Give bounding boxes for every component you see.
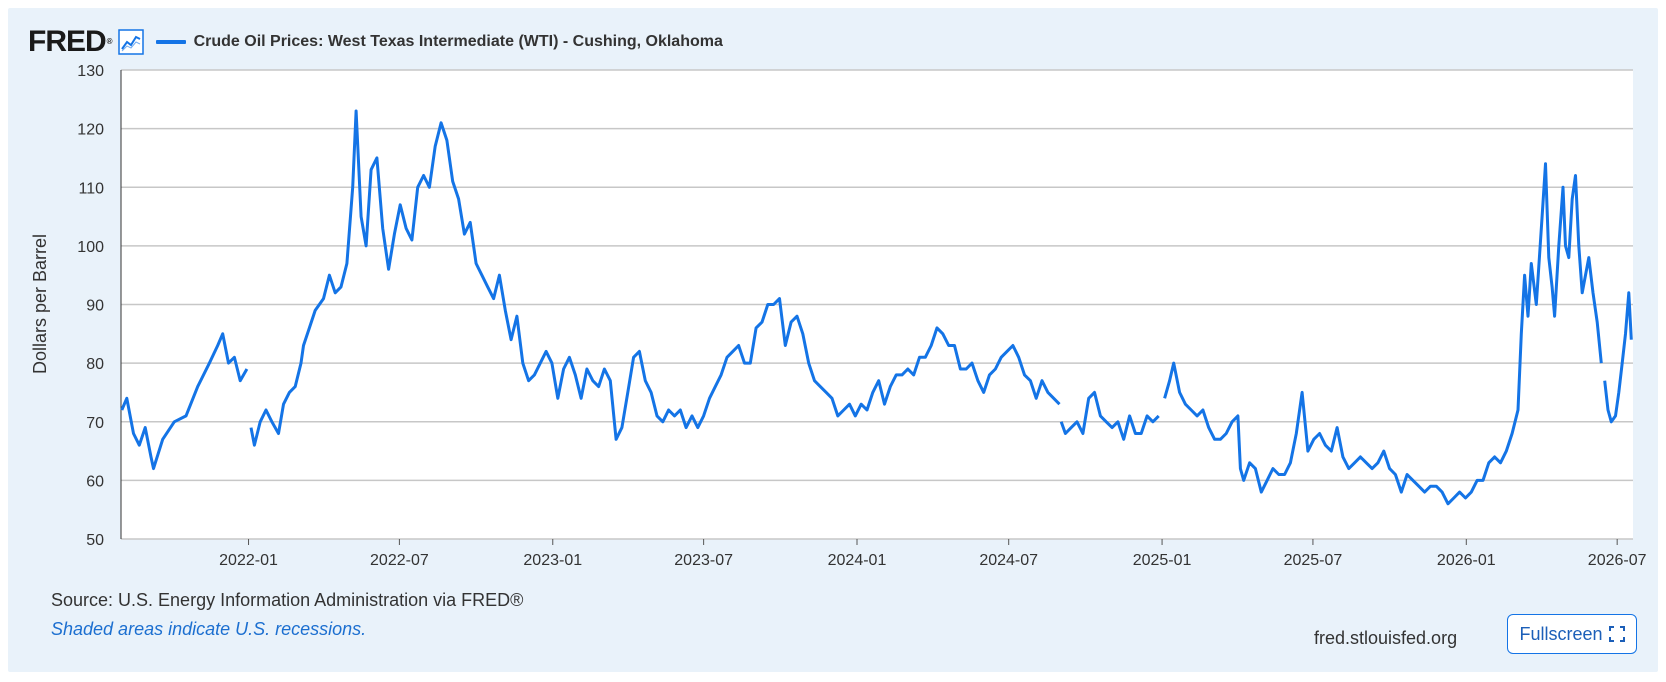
x-tick-label: 2022-01 bbox=[219, 552, 278, 569]
y-tick-label: 50 bbox=[86, 532, 104, 549]
y-tick-label: 130 bbox=[77, 63, 104, 80]
source-note: Source: U.S. Energy Information Administ… bbox=[51, 590, 524, 610]
gridlines bbox=[121, 69, 1633, 540]
x-tick-label: 2025-07 bbox=[1284, 552, 1343, 569]
y-tick-label: 80 bbox=[86, 356, 104, 373]
fred-logo[interactable]: FRED® bbox=[28, 25, 113, 58]
y-tick-label: 120 bbox=[77, 122, 104, 139]
y-tick-label: 100 bbox=[77, 239, 104, 256]
site-url: fred.stlouisfed.org bbox=[1314, 628, 1458, 648]
x-tick-label: 2026-07 bbox=[1588, 552, 1647, 569]
chart-header: FRED® Crude Oil Prices: West Texas Inter… bbox=[28, 26, 723, 58]
series-group bbox=[120, 109, 1633, 506]
expand-icon bbox=[1608, 626, 1625, 642]
fullscreen-label: Fullscreen bbox=[1519, 623, 1603, 644]
x-tick-label: 2024-01 bbox=[828, 552, 887, 569]
y-axis-label: Dollars per Barrel bbox=[30, 234, 50, 374]
y-axis-ticks: 50 60 70 80 90 100 110 120 130 bbox=[77, 63, 104, 549]
y-tick-label: 90 bbox=[86, 298, 104, 315]
series-line-segment[interactable] bbox=[1603, 291, 1633, 424]
x-tick-label: 2026-01 bbox=[1437, 552, 1496, 569]
series-line-segment[interactable] bbox=[249, 109, 1061, 447]
x-tick-label: 2023-07 bbox=[674, 552, 733, 569]
recession-note: Shaded areas indicate U.S. recessions. bbox=[51, 619, 367, 639]
legend-swatch bbox=[155, 40, 186, 44]
series-line-segment[interactable] bbox=[1059, 390, 1160, 441]
fred-logo-mark: ® bbox=[106, 37, 113, 46]
line-graph-icon[interactable] bbox=[117, 29, 144, 55]
x-tick-label: 2025-01 bbox=[1133, 552, 1192, 569]
series-line-segment[interactable] bbox=[1163, 162, 1603, 506]
fullscreen-button[interactable]: Fullscreen bbox=[1507, 614, 1637, 654]
x-tick-label: 2022-07 bbox=[370, 552, 429, 569]
series-title[interactable]: Crude Oil Prices: West Texas Intermediat… bbox=[193, 33, 723, 50]
y-tick-label: 70 bbox=[86, 415, 104, 432]
y-tick-label: 110 bbox=[78, 180, 104, 197]
x-axis-ticks: 2022-01 2022-07 2023-01 2023-07 2024-01 2024-… bbox=[219, 539, 1647, 569]
series-line-segment[interactable] bbox=[120, 332, 249, 471]
y-tick-label: 60 bbox=[86, 473, 104, 490]
x-tick-label: 2024-07 bbox=[979, 552, 1038, 569]
fred-logo-text: FRED bbox=[28, 25, 107, 58]
x-tick-label: 2023-01 bbox=[523, 552, 582, 569]
